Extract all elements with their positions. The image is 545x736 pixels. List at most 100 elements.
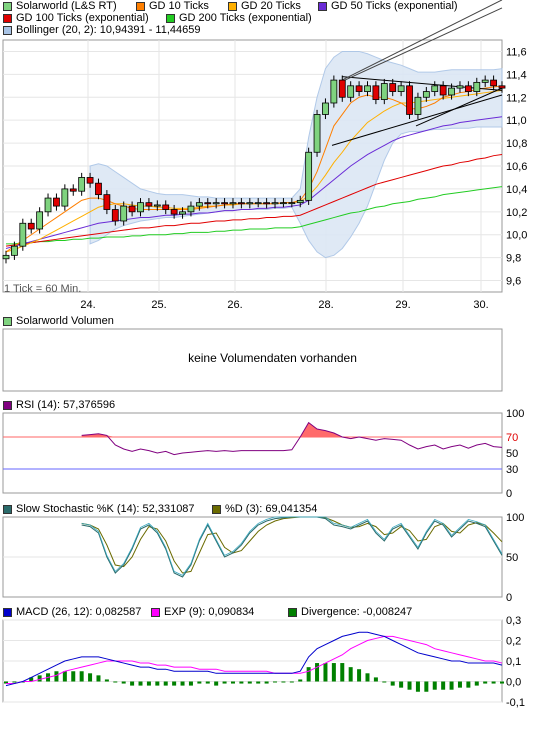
divergence-bar [491,681,496,684]
divergence-bar [373,677,378,682]
divergence-bar [4,681,8,684]
bollinger-band [89,50,503,259]
price-candle [464,85,472,92]
divergence-bar [29,677,34,682]
divergence-bar [121,681,126,684]
divergence-bar [306,667,311,682]
price-candle [86,177,94,184]
price-candle [111,209,119,222]
price-x-tick: 29. [395,299,410,311]
price-candle [78,177,86,192]
divergence-bar [172,681,177,686]
price-candle [229,202,237,205]
volume-empty-message: keine Volumendaten vorhanden [188,351,357,365]
price-y-tick: 11,2 [506,92,527,104]
divergence-bar [96,675,101,682]
price-candle [27,222,35,230]
legend-swatch [318,2,327,11]
price-candle [389,83,397,92]
legend-label: GD 200 Ticks (exponential) [179,12,312,24]
price-x-tick: 25. [151,299,166,311]
exp-title: EXP (9): 0,090834 [164,606,255,618]
divergence-bar [365,673,370,682]
divergence-title: Divergence: -0,008247 [301,606,413,618]
divergence-bar [407,681,412,690]
price-candle [490,79,497,87]
legend-swatch [136,2,145,11]
price-candle [145,202,153,207]
price-candle [355,85,363,92]
price-candle [498,85,506,89]
price-candle [36,211,44,230]
price-candle [61,188,69,207]
price-candle [221,202,228,205]
stoch-k-legend-swatch [3,505,12,514]
divergence-bar [79,671,84,682]
price-x-tick: 30. [473,299,488,311]
stoch-y-tick: 100 [506,512,524,524]
legend-label: GD 100 Ticks (exponential) [16,12,149,24]
divergence-bar [155,681,160,686]
stoch-d-legend-swatch [212,505,221,514]
divergence-bar [289,681,294,683]
trend-line [331,94,503,146]
divergence-bar [382,681,387,683]
price-candle [53,197,60,207]
divergence-bar [222,681,227,684]
divergence-bar [483,681,488,684]
legend-label: GD 20 Ticks [241,0,301,12]
price-candle [338,79,346,98]
divergence-bar [88,673,93,682]
divergence-bar [315,663,320,682]
price-candle [187,205,195,213]
trend-line [344,7,503,81]
price-candle [364,85,371,92]
divergence-bar [256,681,261,684]
price-candle [212,202,220,205]
price-x-tick: 28. [318,299,333,311]
volume-panel-frame [2,328,503,392]
price-y-tick: 11,0 [506,115,527,127]
price-candle [481,79,489,83]
divergence-bar [500,681,504,684]
price-candle [313,114,321,153]
price-x-tick: 24. [80,299,95,311]
divergence-bar [340,663,345,682]
divergence-bar [71,671,76,682]
divergence-bar [37,675,42,682]
price-y-tick: 11,6 [506,46,527,58]
divergence-bar [113,681,118,683]
price-candle [372,85,380,100]
rsi-y-tick: 0 [506,488,512,500]
price-candle [162,204,170,210]
price-candle [288,202,296,205]
divergence-bar [415,681,420,692]
macd-title: MACD (26, 12): 0,082587 [16,606,142,618]
divergence-bar [104,679,109,682]
divergence-bar [390,681,395,686]
divergence-bar [62,671,67,682]
legend-swatch [228,2,237,11]
price-candle [280,202,287,205]
divergence-bar [130,681,135,686]
price-candle [431,85,439,92]
rsi-y-tick: 100 [506,408,524,420]
price-candle [422,91,430,98]
stoch-k-line [81,516,503,578]
exp-line [6,635,503,685]
price-candle [204,202,212,205]
stoch-y-tick: 50 [506,552,518,564]
rsi-y-tick: 30 [506,464,518,476]
price-candle [195,202,203,207]
divergence-bar [399,681,404,688]
divergence-bar [331,663,336,682]
price-candle [103,194,111,210]
rsi-title: RSI (14): 57,376596 [16,399,116,411]
divergence-bar [205,681,210,684]
macd-line [5,631,503,687]
price-candle [44,197,52,213]
gd100-line [5,154,503,247]
divergence-bar [188,681,193,686]
macd-y-tick: 0,2 [506,636,521,648]
price-candle [406,85,413,115]
